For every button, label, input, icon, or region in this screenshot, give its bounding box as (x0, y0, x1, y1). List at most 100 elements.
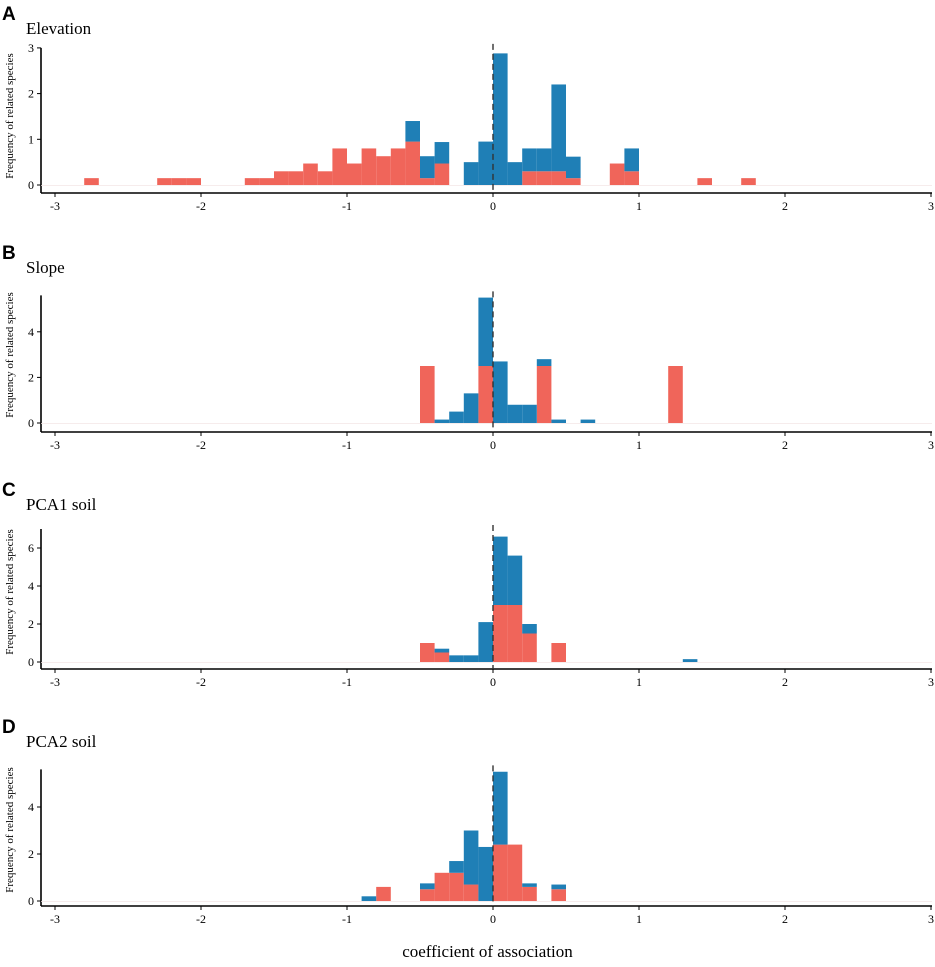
bar-positive (449, 411, 464, 423)
bar-positive (449, 861, 464, 873)
bar-positive (536, 148, 552, 172)
bar-negative (376, 156, 391, 185)
bar-negative (274, 171, 289, 185)
bar-negative (522, 886, 537, 901)
bar-negative (434, 652, 450, 662)
bar-negative (420, 366, 435, 423)
bar-negative (463, 884, 479, 901)
x-tick-label: -2 (196, 438, 206, 452)
bar-positive (463, 393, 479, 423)
x-tick-label: -1 (342, 199, 352, 213)
bar-negative (507, 605, 523, 662)
bar-negative (551, 171, 566, 185)
panel-title: PCA1 soil (26, 495, 97, 514)
bar-positive (478, 297, 493, 366)
x-tick-label: 2 (782, 675, 788, 689)
bar-positive (507, 555, 523, 605)
y-tick-label: 0 (28, 894, 34, 908)
bar-positive (493, 361, 508, 423)
x-tick-label: -1 (342, 912, 352, 926)
y-tick-label: 0 (28, 178, 34, 192)
panel-title: Elevation (26, 19, 92, 38)
panel-letter: A (2, 4, 16, 25)
bar-negative (317, 171, 333, 185)
bar-negative (303, 163, 318, 185)
bar-negative (332, 148, 347, 185)
bar-positive (551, 419, 566, 423)
y-axis-label: Frequency of related species (4, 53, 16, 179)
bar-negative (624, 171, 639, 185)
bar-positive (580, 419, 596, 423)
x-tick-label: 1 (636, 912, 642, 926)
bar-negative (288, 171, 304, 185)
bar-positive (507, 162, 523, 185)
x-tick-label: -3 (50, 675, 60, 689)
bar-positive (522, 883, 537, 887)
x-tick-label: 0 (490, 912, 496, 926)
x-tick-label: 1 (636, 199, 642, 213)
y-tick-label: 3 (28, 41, 34, 55)
x-tick-label: 0 (490, 438, 496, 452)
bar-negative (186, 178, 201, 185)
panel-letter: B (2, 243, 16, 264)
bar-negative (420, 889, 435, 901)
y-tick-label: 6 (28, 541, 34, 555)
panel-b: B Slope Frequency of related species 0 2 4 -3 -… (2, 243, 934, 452)
x-tick-label: 1 (636, 675, 642, 689)
bar-negative (668, 366, 683, 423)
panel-letter: D (2, 717, 16, 738)
bar-negative (347, 163, 362, 185)
y-axis-label: Frequency of related species (4, 767, 16, 893)
bar-negative (434, 163, 450, 185)
bar-negative (551, 889, 566, 901)
x-tick-label: -3 (50, 912, 60, 926)
x-tick-label: 3 (928, 438, 934, 452)
bar-negative (536, 366, 552, 423)
x-tick-label: -2 (196, 199, 206, 213)
y-tick-label: 4 (28, 800, 34, 814)
bar-positive (434, 648, 450, 653)
x-tick-label: 1 (636, 438, 642, 452)
y-tick-label: 2 (28, 370, 34, 384)
x-tick-label: -2 (196, 675, 206, 689)
bar-negative (376, 886, 391, 901)
bar-positive (463, 655, 479, 662)
x-tick-label: -1 (342, 675, 352, 689)
bar-positive (434, 419, 450, 423)
bar-negative (522, 633, 537, 662)
bar-negative (157, 178, 172, 185)
panel-title: Slope (26, 258, 65, 277)
bar-positive (463, 830, 479, 885)
bar-negative (551, 643, 566, 662)
bar-negative (259, 178, 274, 185)
bar-positive (551, 84, 566, 172)
bar-negative (361, 148, 377, 185)
x-tick-label: 0 (490, 199, 496, 213)
bar-negative (566, 178, 581, 185)
bar-positive (522, 148, 537, 172)
y-axis-label: Frequency of related species (4, 529, 16, 655)
y-tick-label: 4 (28, 579, 34, 593)
y-tick-label: 1 (28, 132, 34, 146)
bar-positive (405, 121, 420, 142)
y-tick-label: 2 (28, 847, 34, 861)
bar-positive (682, 659, 698, 662)
bar-negative (405, 141, 420, 185)
y-tick-label: 2 (28, 617, 34, 631)
bar-positive (478, 622, 493, 662)
x-tick-label: 0 (490, 675, 496, 689)
bar-negative (420, 178, 435, 185)
x-tick-label: 3 (928, 199, 934, 213)
bar-positive (493, 771, 508, 845)
bar-positive (551, 884, 566, 890)
bar-positive (522, 624, 537, 634)
y-axis-label: Frequency of related species (4, 292, 16, 418)
bar-positive (449, 655, 464, 662)
bar-positive (624, 148, 639, 172)
bar-negative (741, 178, 756, 185)
x-axis-label: coefficient of association (402, 942, 573, 961)
bar-negative (434, 872, 450, 901)
bar-positive (478, 141, 493, 185)
bar-negative (478, 366, 493, 423)
